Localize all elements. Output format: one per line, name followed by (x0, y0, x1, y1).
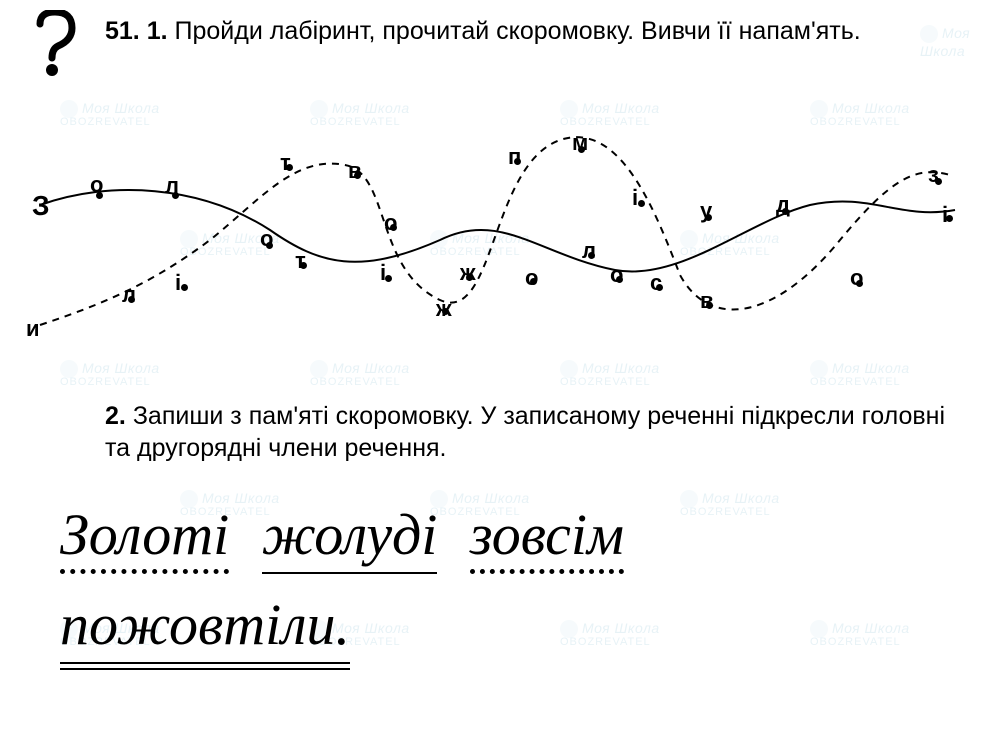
maze-letter: і (175, 270, 181, 296)
watermark-text: OBOZREVATEL (310, 376, 401, 388)
maze-letter: и (26, 316, 40, 342)
maze-letter: т (280, 150, 291, 176)
hw-word-4: пожовтіли. (60, 580, 350, 670)
maze-letter: в (700, 288, 714, 314)
maze-dot (935, 178, 942, 185)
maze-dot (706, 302, 713, 309)
maze-path-solid (40, 190, 955, 271)
maze-letter: ж (460, 260, 476, 286)
maze-dot (782, 208, 789, 215)
watermark-text: OBOZREVATEL (60, 376, 151, 388)
maze-dot (286, 164, 293, 171)
maze-dot (578, 146, 585, 153)
task2-text: Запиши з пам'яті скоромовку. У записаном… (105, 402, 945, 462)
maze-letter: о (850, 265, 863, 291)
watermark: OBOZREVATEL (810, 376, 901, 388)
maze-letter: л (122, 282, 136, 308)
maze-letter: З (32, 190, 50, 222)
maze-dot (181, 284, 188, 291)
maze-dot (638, 200, 645, 207)
maze-dot (705, 214, 712, 221)
maze-dot (442, 308, 449, 315)
maze-dot (946, 215, 953, 222)
task2-number: 2. (105, 402, 126, 430)
maze-letter: о (384, 210, 397, 236)
maze-dot (128, 296, 135, 303)
hw-word-1: Золоті (60, 490, 229, 580)
maze-dot (514, 158, 521, 165)
maze-dot (616, 276, 623, 283)
hw-word-3: зовсім (470, 490, 624, 580)
maze-diagram: Золотіжолудізовсімпожовтіли (0, 110, 1005, 370)
maze-letter: п (508, 144, 521, 170)
maze-dot (172, 192, 179, 199)
maze-dot (385, 275, 392, 282)
maze-letter: л (582, 238, 596, 264)
page-root: Моя ШколаOBOZREVATELМоя ШколаOBOZREVATEL… (0, 0, 1005, 744)
maze-letter: с (650, 270, 662, 296)
maze-dot (588, 252, 595, 259)
maze-svg (0, 110, 1005, 370)
watermark-text: OBOZREVATEL (810, 376, 901, 388)
maze-dot (390, 224, 397, 231)
maze-letter: і (380, 260, 386, 286)
maze-letter: о (610, 262, 623, 288)
maze-dot (856, 280, 863, 287)
maze-dot (354, 172, 361, 179)
maze-dot (656, 284, 663, 291)
maze-dot (266, 242, 273, 249)
watermark: OBOZREVATEL (310, 376, 401, 388)
hw-word-2: жолуді (262, 490, 438, 580)
watermark-text: OBOZREVATEL (560, 376, 651, 388)
question-mark-icon (30, 10, 80, 91)
task2-block: 2. Запиши з пам'яті скоромовку. У записа… (105, 400, 975, 464)
exercise-number: 51. (105, 17, 140, 45)
maze-letter: в (348, 158, 362, 184)
handwriting-answer: Золоті жолуді зовсім пожовтіли. (60, 490, 960, 670)
task1-text: Пройди лабіринт, прочитай скоромовку. Ви… (175, 17, 861, 45)
maze-dot (530, 278, 537, 285)
maze-letter: і (632, 185, 638, 211)
maze-letter: т (295, 248, 306, 274)
watermark: OBOZREVATEL (60, 376, 151, 388)
task1-block: 51. 1. Пройди лабіринт, прочитай скоромо… (105, 16, 975, 47)
maze-dot (300, 262, 307, 269)
watermark: OBOZREVATEL (560, 376, 651, 388)
maze-dot (96, 192, 103, 199)
task1-number: 1. (147, 17, 168, 45)
maze-dot (466, 274, 473, 281)
